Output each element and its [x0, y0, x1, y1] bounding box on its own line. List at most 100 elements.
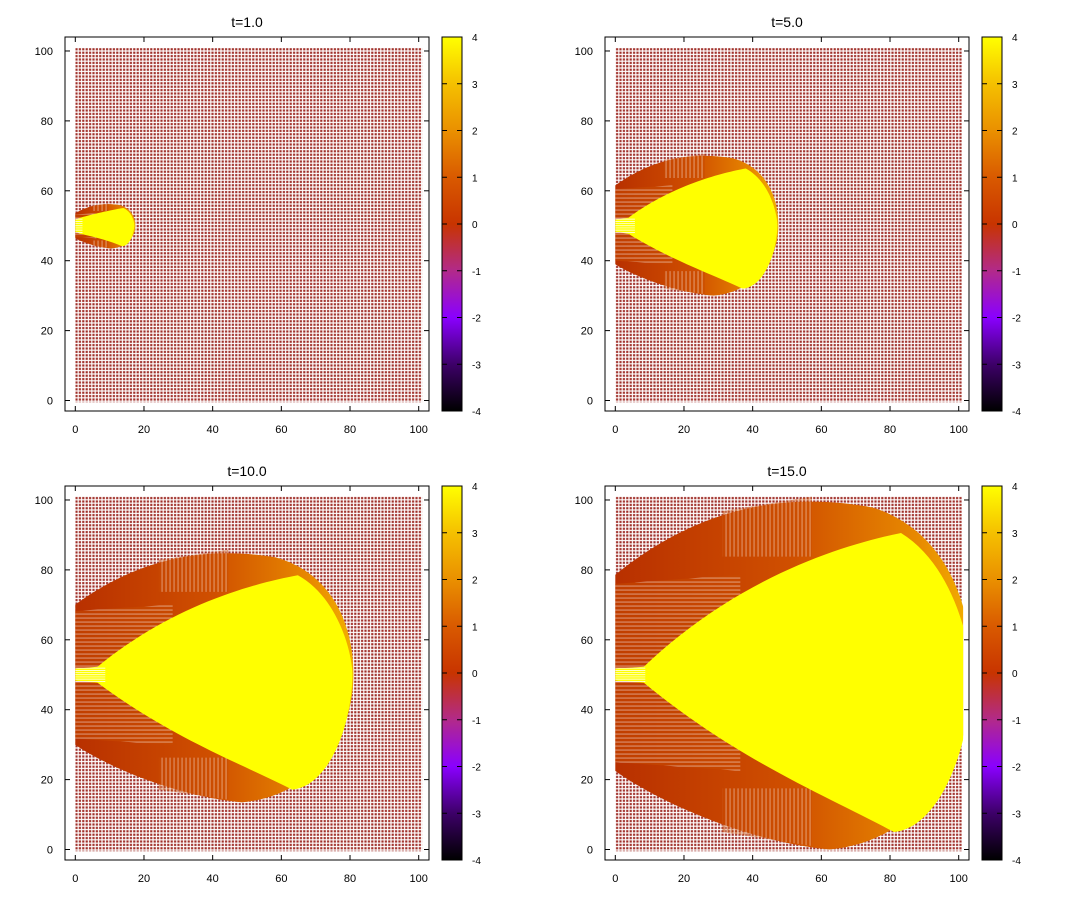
- colorbar-tick-label: -3: [1012, 809, 1021, 820]
- x-tick-label: 40: [207, 873, 219, 885]
- colorbar-tick-label: 1: [472, 622, 478, 633]
- colorbar-tick-label: 0: [1012, 669, 1018, 680]
- colorbar-tick-label: -2: [472, 763, 481, 774]
- x-tick-label: 60: [815, 873, 827, 885]
- panel-3: 0 20 40 60 80 100 0 20 40 60 80 100 t=10.0 4 3 2 1 0 -1 -2 -…: [35, 463, 482, 885]
- colorbar-tick-label: -4: [1012, 856, 1021, 867]
- y-tick-label: 40: [581, 256, 593, 268]
- x-tick-label: 20: [678, 424, 690, 436]
- x-tick-label: 60: [275, 424, 287, 436]
- x-tick-label: 20: [138, 424, 150, 436]
- x-tick-label: 100: [950, 873, 968, 885]
- y-tick-label: 80: [581, 565, 593, 577]
- colorbar-tick-label: 2: [1012, 127, 1018, 138]
- x-tick-label: 0: [72, 424, 78, 436]
- front-vertical-streaks: [664, 153, 706, 179]
- y-tick-label: 60: [41, 635, 53, 647]
- y-tick-label: 40: [41, 256, 53, 268]
- front-core: [615, 168, 778, 289]
- x-tick-label: 60: [815, 424, 827, 436]
- colorbar-tick-label: 4: [472, 33, 478, 44]
- plot-frame: [64, 36, 430, 412]
- x-tick-label: 40: [207, 424, 219, 436]
- plot-frame: [604, 485, 970, 861]
- x-tick-label: 40: [747, 424, 759, 436]
- front-core: [615, 532, 964, 833]
- colorbar-tick-label: 0: [472, 669, 478, 680]
- x-tick-label: 100: [950, 424, 968, 436]
- colorbar-tick-label: -4: [472, 856, 481, 867]
- colorbar-tick-label: 1: [1012, 622, 1018, 633]
- colorbar-tick-label: 2: [472, 576, 478, 587]
- y-tick-label: 100: [575, 495, 593, 507]
- colorbar-tick-label: -3: [472, 360, 481, 371]
- colorbar-tick-label: -1: [1012, 267, 1021, 278]
- y-tick-label: 80: [41, 565, 53, 577]
- colorbar-tick-label: 4: [1012, 482, 1018, 493]
- panel-2: 0 20 40 60 80 100 0 20 40 60 80 100 t=5.0 4 3 2 1 0 -1 -2 -3…: [575, 14, 1022, 436]
- y-tick-label: 0: [47, 396, 53, 408]
- front-core: [75, 208, 135, 247]
- panel-title: t=15.0: [767, 463, 807, 479]
- y-tick-label: 80: [41, 116, 53, 128]
- colorbar-tick-label: -1: [1012, 716, 1021, 727]
- y-tick-label: 20: [41, 326, 53, 338]
- colorbar-tick-label: 4: [1012, 33, 1018, 44]
- colorbar-tick-label: -2: [1012, 763, 1021, 774]
- panel-1: 0 20 40 60 80 100 0 20 40 60 80 100 t=1.0 4 3 2 1 0 -1 -2 -3…: [35, 14, 482, 436]
- colorbar-tick-label: 2: [1012, 576, 1018, 587]
- colorbar-tick-label: 1: [1012, 173, 1018, 184]
- colorbar-tick-label: -3: [1012, 360, 1021, 371]
- y-tick-label: 0: [47, 845, 53, 857]
- colorbar-tick-label: 2: [472, 127, 478, 138]
- y-tick-label: 60: [581, 635, 593, 647]
- panel-title: t=1.0: [231, 14, 263, 30]
- panel-4: 0 20 40 60 80 100 0 20 40 60 80 100 t=15.0 4 3 2 1 0 -1 -2 -…: [575, 463, 1022, 885]
- x-tick-label: 0: [72, 873, 78, 885]
- front-vertical-streaks: [158, 549, 229, 592]
- front-vertical-streaks: [93, 203, 109, 211]
- front-vertical-streaks-lower: [722, 788, 812, 847]
- colorbar-tick-label: -3: [472, 809, 481, 820]
- y-tick-label: 0: [587, 396, 593, 408]
- x-tick-label: 80: [344, 873, 356, 885]
- x-tick-label: 20: [138, 873, 150, 885]
- colorbar-tick-label: 1: [472, 173, 478, 184]
- front-vertical-streaks-lower: [664, 271, 706, 295]
- x-tick-label: 80: [884, 424, 896, 436]
- front-vertical-streaks: [722, 496, 812, 557]
- x-tick-label: 0: [612, 873, 618, 885]
- y-tick-label: 100: [35, 46, 53, 58]
- x-tick-label: 100: [410, 873, 428, 885]
- y-tick-label: 0: [587, 845, 593, 857]
- x-tick-label: 20: [678, 873, 690, 885]
- x-tick-label: 80: [344, 424, 356, 436]
- colorbar-tick-label: 3: [1012, 529, 1018, 540]
- y-tick-label: 20: [581, 326, 593, 338]
- panel-title: t=5.0: [771, 14, 803, 30]
- y-tick-label: 100: [575, 46, 593, 58]
- colorbar-tick-label: -4: [1012, 407, 1021, 418]
- colorbar-tick-label: 3: [472, 529, 478, 540]
- front-vertical-streaks-lower: [93, 240, 109, 249]
- x-tick-label: 80: [884, 873, 896, 885]
- colorbar-tick-label: 3: [472, 80, 478, 91]
- front-vertical-streaks-lower: [158, 757, 229, 800]
- x-tick-label: 100: [410, 424, 428, 436]
- y-tick-label: 20: [581, 775, 593, 787]
- x-tick-label: 60: [275, 873, 287, 885]
- colorbar-tick-label: -2: [1012, 314, 1021, 325]
- colorbar-tick-label: 0: [1012, 220, 1018, 231]
- front-core: [75, 575, 353, 790]
- colorbar-tick-label: 0: [472, 220, 478, 231]
- x-tick-label: 40: [747, 873, 759, 885]
- x-tick-label: 0: [612, 424, 618, 436]
- y-tick-label: 100: [35, 495, 53, 507]
- colorbar-tick-label: 3: [1012, 80, 1018, 91]
- colorbar-tick-label: -1: [472, 716, 481, 727]
- y-tick-label: 60: [41, 186, 53, 198]
- y-tick-label: 40: [581, 705, 593, 717]
- panel-title: t=10.0: [227, 463, 267, 479]
- plot-frame: [604, 36, 970, 412]
